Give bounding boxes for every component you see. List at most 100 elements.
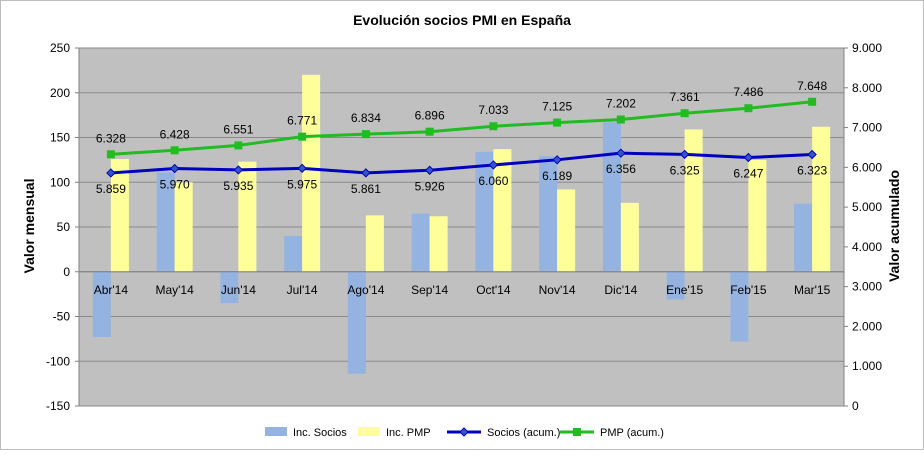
data-label-socios-acum: 5.859	[96, 182, 126, 196]
data-label-pmp-acum: 6.896	[415, 109, 445, 123]
x-category-label: Sep'14	[411, 283, 448, 297]
y2-tick-label: 9.000	[852, 41, 882, 55]
marker-socios-acum	[169, 163, 180, 174]
marker-socios-acum	[106, 168, 116, 178]
bar-inc-pmp	[748, 159, 767, 272]
data-label-socios-acum: 5.861	[351, 182, 381, 196]
y-tick-label: -50	[53, 310, 71, 324]
bar-inc-socios	[730, 271, 749, 342]
y-tick-label: 100	[50, 175, 70, 189]
legend-label: Socios (acum.)	[487, 427, 560, 439]
marker-pmp-acum	[106, 150, 115, 159]
bar-inc-pmp	[110, 158, 129, 272]
data-label-pmp-acum: 6.834	[351, 111, 381, 125]
y2-tick-label: 2.000	[852, 319, 882, 333]
data-label-socios-acum: 5.975	[287, 177, 317, 191]
data-label-pmp-acum: 7.033	[478, 103, 508, 117]
bar-inc-socios	[602, 122, 621, 272]
data-label-pmp-acum: 6.771	[287, 114, 317, 128]
marker-pmp-acum	[553, 118, 562, 127]
data-label-socios-acum: 6.060	[478, 174, 508, 188]
data-label-pmp-acum: 6.551	[223, 122, 253, 136]
legend-label: Inc. PMP	[386, 427, 431, 439]
line-pmp-acum	[110, 100, 813, 156]
marker-pmp-acum	[680, 109, 689, 118]
marker-pmp-acum	[489, 122, 498, 131]
bar-inc-socios	[539, 156, 558, 272]
data-label-socios-acum: 5.926	[415, 179, 445, 193]
data-label-pmp-acum: 7.202	[606, 97, 636, 111]
marker-socios-acum	[807, 149, 817, 160]
chart-title: Evolución socios PMI en España	[353, 12, 571, 28]
y2-tick-label: 5.000	[852, 200, 882, 214]
bar-inc-socios	[347, 271, 366, 374]
marker-pmp-acum	[234, 141, 243, 150]
data-label-socios-acum: 5.935	[223, 179, 253, 193]
y2-axis-title: Valor acumulado	[886, 170, 902, 282]
bar-inc-pmp	[365, 215, 384, 272]
data-label-pmp-acum: 6.328	[96, 131, 126, 145]
y-tick-label: 50	[57, 220, 71, 234]
line-socios-acum	[110, 151, 813, 175]
x-category-label: Ene'15	[666, 283, 703, 297]
plot-area: -150 -100 -50 0 50 100 150 200 250 0 1.000 2.000 3.0…	[46, 41, 882, 413]
bar-inc-pmp	[812, 126, 831, 272]
data-label-pmp-acum: 7.125	[542, 100, 572, 114]
x-category-label: Nov'14	[539, 283, 576, 297]
x-category-label: Jul'14	[287, 283, 318, 297]
y2-tick-label: 4.000	[852, 240, 882, 254]
bar-inc-pmp	[493, 149, 512, 272]
data-label-socios-acum: 6.356	[606, 162, 636, 176]
bar-inc-pmp	[429, 216, 448, 272]
x-category-label: Abr'14	[94, 283, 129, 297]
marker-pmp-acum	[616, 115, 625, 124]
marker-pmp-acum	[425, 127, 434, 136]
x-category-label: May'14	[155, 283, 194, 297]
legend-marker	[459, 427, 469, 437]
bar-inc-socios	[411, 213, 430, 272]
marker-pmp-acum	[744, 104, 753, 113]
marker-pmp-acum	[298, 132, 307, 141]
x-category-label: Dic'14	[604, 283, 637, 297]
bar-inc-socios	[794, 203, 813, 272]
y-tick-label: -100	[46, 354, 70, 368]
bar-inc-socios	[156, 172, 175, 272]
y2-tick-label: 0	[852, 399, 859, 413]
data-label-socios-acum: 6.323	[797, 163, 827, 177]
y2-tick-label: 6.000	[852, 160, 882, 174]
bar-inc-pmp	[557, 189, 576, 272]
data-label-socios-acum: 5.970	[160, 178, 190, 192]
bar-inc-socios	[284, 235, 303, 272]
legend-label: Inc. Socios	[293, 427, 347, 439]
legend-swatch	[265, 427, 287, 436]
x-category-label: Feb'15	[730, 283, 767, 297]
marker-socios-acum	[616, 148, 626, 158]
data-label-socios-acum: 6.325	[670, 163, 700, 177]
bar-inc-pmp	[174, 182, 193, 272]
marker-socios-acum	[552, 155, 562, 165]
data-label-socios-acum: 6.247	[733, 167, 763, 181]
data-label-pmp-acum: 7.361	[670, 90, 700, 104]
bar-inc-socios	[92, 271, 111, 338]
marker-pmp-acum	[170, 146, 179, 155]
bar-inc-pmp	[620, 202, 639, 272]
legend-label: PMP (acum.)	[600, 427, 664, 439]
bar-inc-pmp	[684, 129, 703, 272]
y-tick-label: -150	[46, 399, 70, 413]
x-category-label: Ago'14	[347, 283, 384, 297]
legend: Inc. Socios Inc. PMP Socios (acum.) PMP (ac…	[265, 427, 664, 439]
marker-pmp-acum	[361, 130, 370, 139]
marker-socios-acum	[679, 149, 690, 160]
y-axis-title: Valor mensual	[21, 179, 37, 274]
y-tick-label: 0	[63, 265, 70, 279]
bar-inc-pmp	[238, 161, 257, 272]
y2-tick-label: 1.000	[852, 359, 882, 373]
y-tick-label: 200	[50, 86, 70, 100]
marker-socios-acum	[488, 160, 499, 170]
marker-pmp-acum	[808, 97, 817, 106]
y-tick-label: 250	[50, 41, 70, 55]
legend-swatch	[358, 427, 380, 436]
data-label-pmp-acum: 7.648	[797, 79, 827, 93]
bar-inc-socios	[220, 271, 239, 304]
